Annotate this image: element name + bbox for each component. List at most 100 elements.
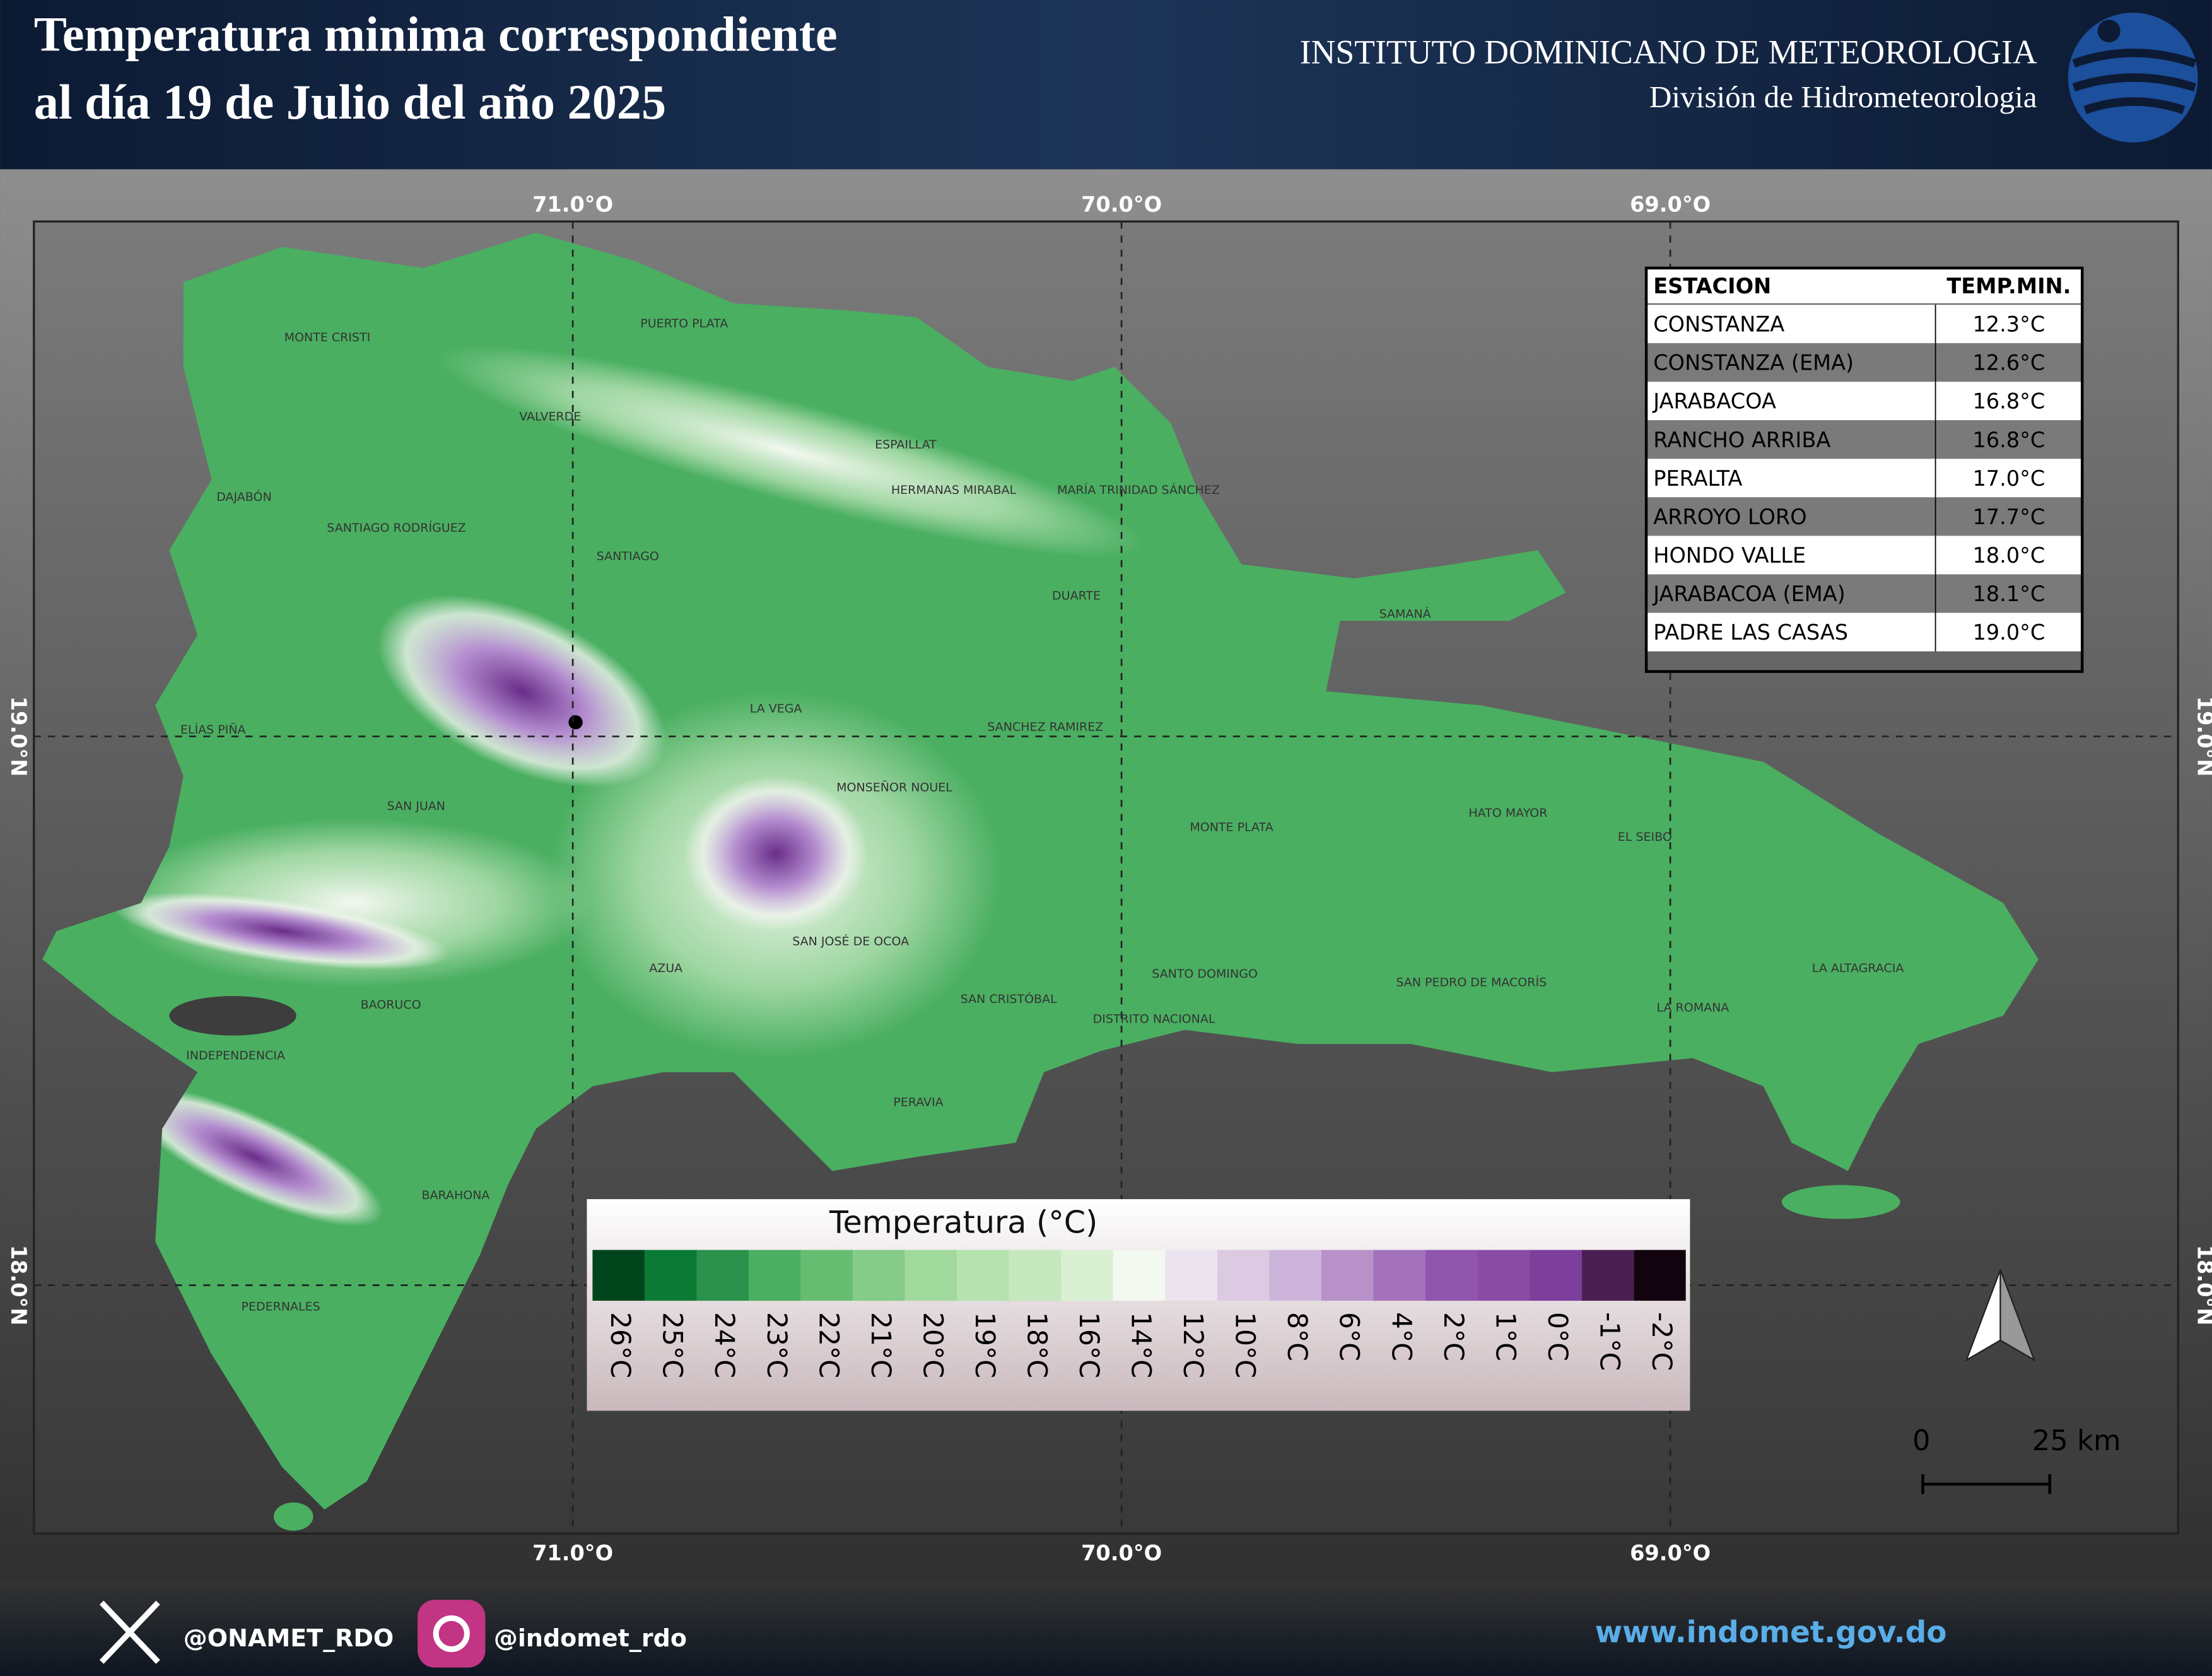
twitter-handle: @ONAMET_RDO	[184, 1624, 394, 1652]
instagram-handle: @indomet_rdo	[494, 1624, 687, 1652]
station-temp: 12.3°C	[1972, 312, 2045, 337]
footer-band	[0, 1579, 2212, 1676]
place-label: MONTE PLATA	[1190, 820, 1273, 834]
legend-swatch	[904, 1250, 957, 1301]
legend-swatch	[853, 1250, 905, 1301]
title-line: Temperatura minima correspondiente	[34, 7, 838, 62]
legend-label: 8°C	[1281, 1312, 1312, 1361]
table-row	[1647, 574, 2081, 613]
place-label: SANCHEZ RAMIREZ	[987, 720, 1103, 734]
legend-label: 23°C	[761, 1312, 792, 1378]
lon-label: 69.0°O	[1630, 192, 1711, 216]
place-label: SAN JUAN	[387, 799, 445, 813]
legend-swatch	[1321, 1250, 1374, 1301]
legend-label: 18°C	[1021, 1312, 1051, 1378]
table-row	[1647, 497, 2081, 536]
legend-label: 21°C	[865, 1312, 896, 1378]
station-temp: 17.7°C	[1972, 505, 2045, 529]
table-row	[1647, 305, 2081, 344]
station-name: RANCHO ARRIBA	[1653, 428, 1830, 452]
legend-label: 12°C	[1177, 1312, 1208, 1378]
place-label: ESPAILLAT	[875, 438, 937, 452]
legend-label: 20°C	[916, 1312, 947, 1378]
legend-swatch	[696, 1250, 749, 1301]
station-temp: 17.0°C	[1972, 466, 2045, 491]
place-label: AZUA	[649, 961, 682, 975]
lat-label: 19.0°N	[2193, 696, 2212, 777]
station-name: JARABACOA (EMA)	[1652, 582, 1845, 606]
place-label: MARÍA TRINIDAD SÁNCHEZ	[1057, 483, 1220, 497]
station-temp: 18.1°C	[1972, 582, 2045, 606]
station-name: CONSTANZA (EMA)	[1653, 351, 1854, 375]
legend-swatch	[592, 1250, 645, 1301]
x-logo	[99, 1600, 160, 1664]
station-temp: 19.0°C	[1972, 620, 2045, 645]
legend-swatch	[1061, 1250, 1113, 1301]
place-label: ELÍAS PIÑA	[180, 722, 246, 737]
place-label: PUERTO PLATA	[640, 317, 728, 331]
legend: Temperatura (°C)	[587, 1199, 1690, 1411]
legend-swatch	[749, 1250, 801, 1301]
division: División de Hidrometeorologia	[1649, 79, 2037, 114]
legend-title: Temperatura (°C)	[829, 1204, 1098, 1241]
legend-label: 22°C	[812, 1312, 843, 1378]
legend-swatch	[1373, 1250, 1426, 1301]
place-label: VALVERDE	[519, 409, 581, 423]
station-temp: 16.8°C	[1972, 389, 2045, 414]
legend-swatch	[1425, 1250, 1478, 1301]
lon-label: 70.0°O	[1081, 192, 1162, 216]
legend-label: 26°C	[604, 1312, 635, 1378]
place-label: HERMANAS MIRABAL	[891, 483, 1017, 497]
lon-label: 70.0°O	[1081, 1541, 1162, 1566]
station-temp: 16.8°C	[1972, 428, 2045, 452]
place-label: MONSEÑOR NOUEL	[836, 780, 952, 795]
legend-label: 6°C	[1333, 1312, 1364, 1361]
place-label: LA ROMANA	[1656, 1001, 1729, 1015]
legend-label: -2°C	[1646, 1312, 1677, 1371]
table-row	[1647, 536, 2081, 575]
place-label: MONTE CRISTI	[284, 331, 371, 344]
instagram-logo	[418, 1600, 486, 1668]
institute: INSTITUTO DOMINICANO DE METEOROLOGIA	[1300, 33, 2037, 71]
scale-bar	[1921, 1474, 2051, 1494]
legend-swatch	[1269, 1250, 1321, 1301]
legend-swatch	[1634, 1250, 1686, 1301]
legend-swatch	[800, 1250, 853, 1301]
place-label: DISTRITO NACIONAL	[1093, 1012, 1215, 1026]
lat-label: 19.0°N	[6, 696, 31, 777]
place-label: PEDERNALES	[242, 1300, 320, 1314]
lat-label: 18.0°N	[6, 1245, 31, 1326]
scale-label: 25 km	[2032, 1424, 2121, 1457]
place-label: SAN CRISTÓBAL	[961, 991, 1057, 1006]
table-row	[1647, 420, 2081, 459]
legend-label: 10°C	[1229, 1312, 1260, 1378]
table-row	[1647, 343, 2081, 382]
place-label: SANTO DOMINGO	[1152, 967, 1258, 981]
header-band	[0, 0, 2212, 170]
place-label: DAJABÓN	[216, 489, 271, 504]
table-row	[1647, 459, 2081, 498]
legend-swatch	[1217, 1250, 1270, 1301]
table-row	[1647, 382, 2081, 421]
station-name: ARROYO LORO	[1653, 505, 1806, 529]
place-label: BARAHONA	[421, 1188, 489, 1202]
lon-label: 71.0°O	[532, 1541, 613, 1566]
legend-swatch	[1165, 1250, 1217, 1301]
station-name: JARABACOA	[1652, 389, 1776, 414]
place-label: LA VEGA	[750, 701, 802, 715]
legend-swatch	[1009, 1250, 1062, 1301]
website[interactable]: www.indomet.gov.do	[1595, 1615, 1947, 1650]
logo	[2068, 13, 2198, 143]
place-label: PERAVIA	[893, 1095, 943, 1109]
table-header: TEMP.MIN.	[1946, 274, 2071, 298]
legend-swatch	[1113, 1250, 1166, 1301]
title-line: al día 19 de Julio del año 2025	[34, 74, 666, 129]
legend-label: -1°C	[1593, 1312, 1624, 1371]
station-name: HONDO VALLE	[1653, 543, 1806, 568]
table-header: ESTACION	[1653, 274, 1771, 298]
table-row	[1647, 612, 2081, 652]
place-label: HATO MAYOR	[1468, 806, 1547, 820]
legend-label: 25°C	[657, 1312, 688, 1378]
place-label: SAN JOSÉ DE OCOA	[792, 934, 909, 948]
